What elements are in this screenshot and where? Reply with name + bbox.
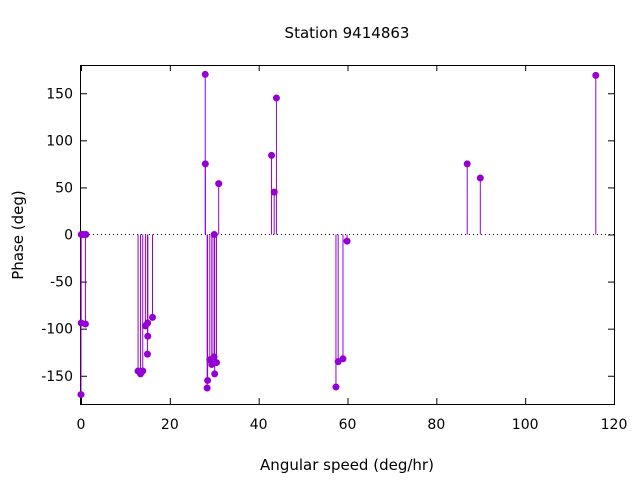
- data-point: [82, 231, 90, 238]
- chart-title: Station 9414863: [285, 24, 410, 42]
- data-point: [268, 151, 276, 159]
- y-tick-label: 50: [55, 180, 73, 196]
- data-point: [204, 376, 212, 384]
- data-point: [139, 367, 147, 375]
- y-tick-label: -150: [41, 369, 73, 385]
- x-tick-label: 20: [161, 417, 179, 433]
- data-point: [343, 237, 351, 245]
- data-point: [210, 353, 218, 361]
- x-tick-label: 80: [427, 417, 445, 433]
- data-point: [476, 174, 484, 182]
- y-tick-label: 0: [64, 228, 73, 244]
- data-point: [272, 94, 280, 102]
- data-point: [592, 71, 600, 79]
- data-point: [77, 391, 85, 399]
- data-point: [463, 160, 471, 168]
- data-point: [212, 359, 220, 367]
- x-axis-label: Angular speed (deg/hr): [260, 456, 434, 474]
- x-tick-label: 120: [601, 417, 628, 433]
- y-axis-label: Phase (deg): [9, 190, 27, 280]
- x-tick-label: 60: [339, 417, 357, 433]
- x-tick-label: 0: [77, 417, 86, 433]
- y-axis-ticks: -150 -100 -50 0 50 100 150: [41, 86, 614, 385]
- data-point: [81, 320, 89, 328]
- y-tick-label: -50: [50, 275, 73, 291]
- y-tick-label: 100: [46, 133, 73, 149]
- y-tick-label: -100: [41, 322, 73, 338]
- x-tick-label: 100: [512, 417, 539, 433]
- y-tick-label: 150: [46, 86, 73, 102]
- data-point: [201, 70, 209, 78]
- data-point: [211, 370, 219, 378]
- data-point: [339, 355, 347, 363]
- x-axis-ticks: 0 20 40 60 80 100 120: [77, 65, 628, 433]
- data-point: [201, 160, 209, 168]
- phase-series: [77, 70, 600, 399]
- data-point: [215, 180, 223, 188]
- data-point: [143, 350, 151, 358]
- data-point: [149, 313, 157, 321]
- data-point: [332, 383, 340, 391]
- x-tick-label: 40: [250, 417, 268, 433]
- data-point: [144, 332, 152, 340]
- data-point: [203, 384, 211, 392]
